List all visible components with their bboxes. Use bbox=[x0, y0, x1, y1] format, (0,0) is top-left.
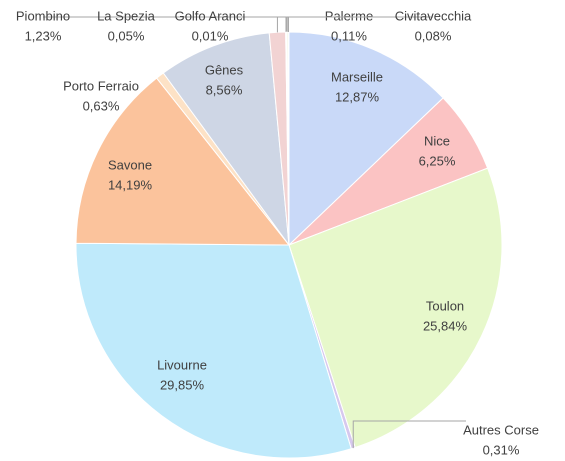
pie-slice bbox=[287, 31, 290, 246]
category-label: Autres Corse bbox=[463, 422, 539, 437]
value-label: 12,87% bbox=[335, 89, 380, 104]
value-label: 29,85% bbox=[160, 377, 205, 392]
value-label: 6,25% bbox=[419, 153, 456, 168]
category-label: Livourne bbox=[157, 357, 207, 372]
category-label: Marseille bbox=[331, 69, 383, 84]
category-label: Palerme bbox=[325, 8, 373, 23]
value-label: 0,05% bbox=[108, 28, 145, 43]
category-label: La Spezia bbox=[97, 8, 156, 23]
value-label: 8,56% bbox=[206, 82, 243, 97]
pie-slice bbox=[288, 167, 503, 449]
value-label: 14,19% bbox=[108, 177, 153, 192]
pie-slice bbox=[75, 242, 352, 459]
leader-line bbox=[352, 420, 466, 449]
value-label: 0,01% bbox=[192, 28, 229, 43]
category-label: Gênes bbox=[205, 62, 244, 77]
pie-slice bbox=[162, 32, 290, 247]
pie-slice bbox=[75, 77, 291, 246]
value-label: 0,31% bbox=[483, 442, 520, 457]
category-label: Nice bbox=[424, 133, 450, 148]
leader-line bbox=[287, 16, 433, 33]
leader-line bbox=[210, 16, 287, 33]
value-label: 1,23% bbox=[25, 28, 62, 43]
category-label: Civitavecchia bbox=[395, 8, 472, 23]
category-label: Porto Ferraio bbox=[63, 78, 139, 93]
value-label: 0,08% bbox=[415, 28, 452, 43]
category-label: Toulon bbox=[426, 298, 464, 313]
value-label: 0,63% bbox=[83, 98, 120, 113]
category-label: Golfo Aranci bbox=[175, 8, 246, 23]
value-label: 25,84% bbox=[423, 318, 468, 333]
category-label: Piombino bbox=[16, 8, 70, 23]
category-label: Savone bbox=[108, 157, 152, 172]
value-label: 0,11% bbox=[331, 28, 367, 43]
pie-slice bbox=[288, 31, 444, 247]
